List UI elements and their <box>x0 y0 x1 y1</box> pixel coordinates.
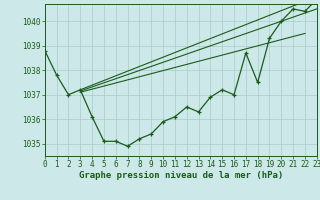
X-axis label: Graphe pression niveau de la mer (hPa): Graphe pression niveau de la mer (hPa) <box>79 171 283 180</box>
